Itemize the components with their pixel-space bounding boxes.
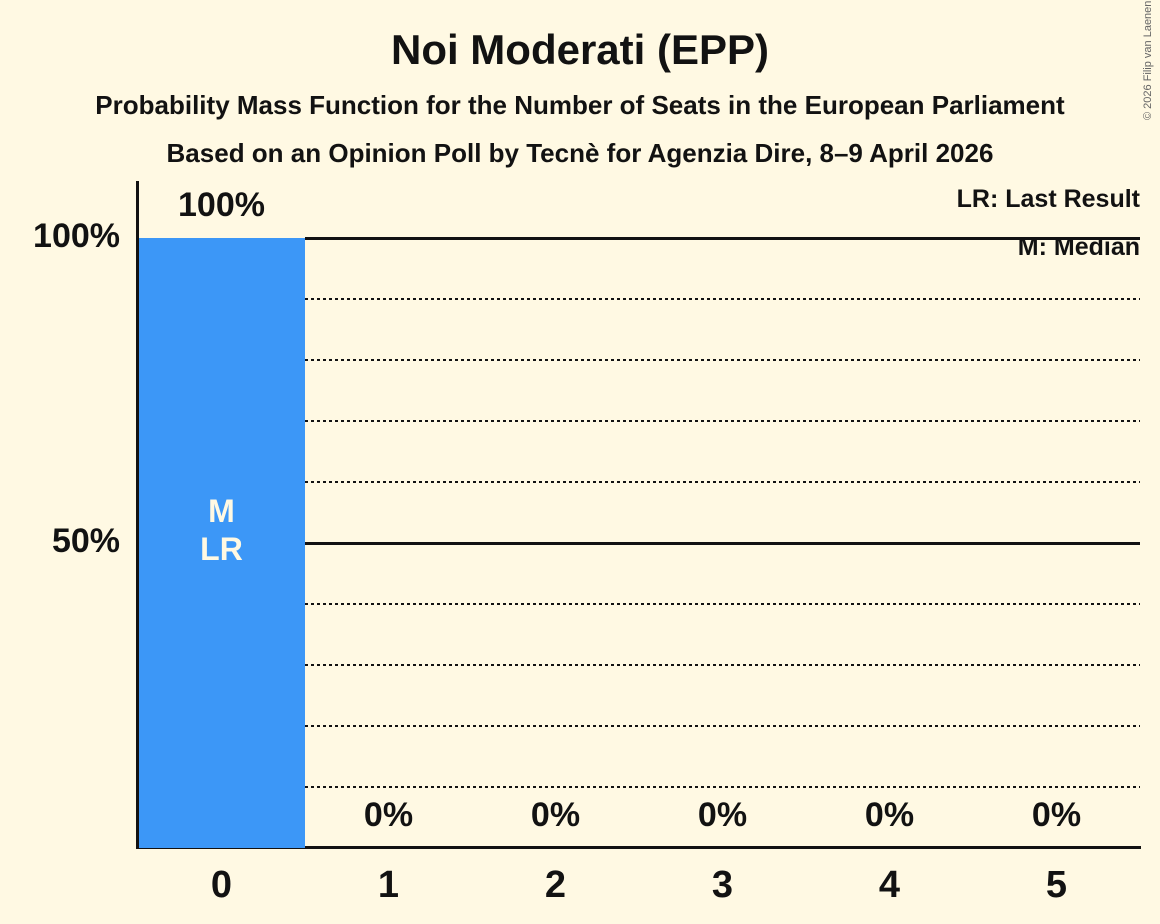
category-label-1: 1 (377, 864, 400, 906)
chart-subtitle-line2: Based on an Opinion Poll by Tecnè for Ag… (166, 138, 994, 168)
chart-title: Noi Moderati (EPP) (390, 26, 770, 73)
category-label-0: 0 (210, 864, 233, 906)
value-label-seats-3: 0% (697, 796, 748, 834)
value-label-seats-2: 0% (530, 796, 581, 834)
gridline-solid-50 (305, 541, 1140, 545)
gridline-solid-100 (305, 236, 1140, 240)
category-label-5: 5 (1045, 864, 1068, 906)
gridline-dotted-40 (305, 603, 1140, 605)
gridline-dotted-90 (305, 298, 1140, 300)
copyright-notice: © 2026 Filip van Laenen (1142, 0, 1154, 120)
category-label-4: 4 (878, 864, 901, 906)
value-label-seats-5: 0% (1031, 796, 1082, 834)
y-tick-label-100: 100% (33, 217, 120, 255)
category-label-3: 3 (711, 864, 734, 906)
value-label-seats-4: 0% (864, 796, 915, 834)
value-label-seats-0: 100% (178, 186, 265, 224)
bar-annotation-line: M (208, 493, 235, 529)
bar-annotation-line: LR (200, 531, 243, 567)
value-label-seats-1: 0% (363, 796, 414, 834)
y-tick-label-50: 50% (51, 522, 120, 560)
gridline-dotted-20 (305, 725, 1140, 727)
gridline-dotted-10 (305, 786, 1140, 788)
gridline-dotted-70 (305, 420, 1140, 422)
bar-seats-0 (139, 238, 305, 848)
y-axis-line (136, 181, 139, 849)
legend-last-result: LR: Last Result (956, 185, 1140, 213)
x-axis-line (136, 846, 1141, 849)
chart-subtitle-line1: Probability Mass Function for the Number… (95, 90, 1065, 120)
gridline-dotted-30 (305, 664, 1140, 666)
bar-annotation-median-last-result: M LR (138, 492, 305, 568)
category-label-2: 2 (544, 864, 567, 906)
gridline-dotted-60 (305, 481, 1140, 483)
gridline-dotted-80 (305, 359, 1140, 361)
